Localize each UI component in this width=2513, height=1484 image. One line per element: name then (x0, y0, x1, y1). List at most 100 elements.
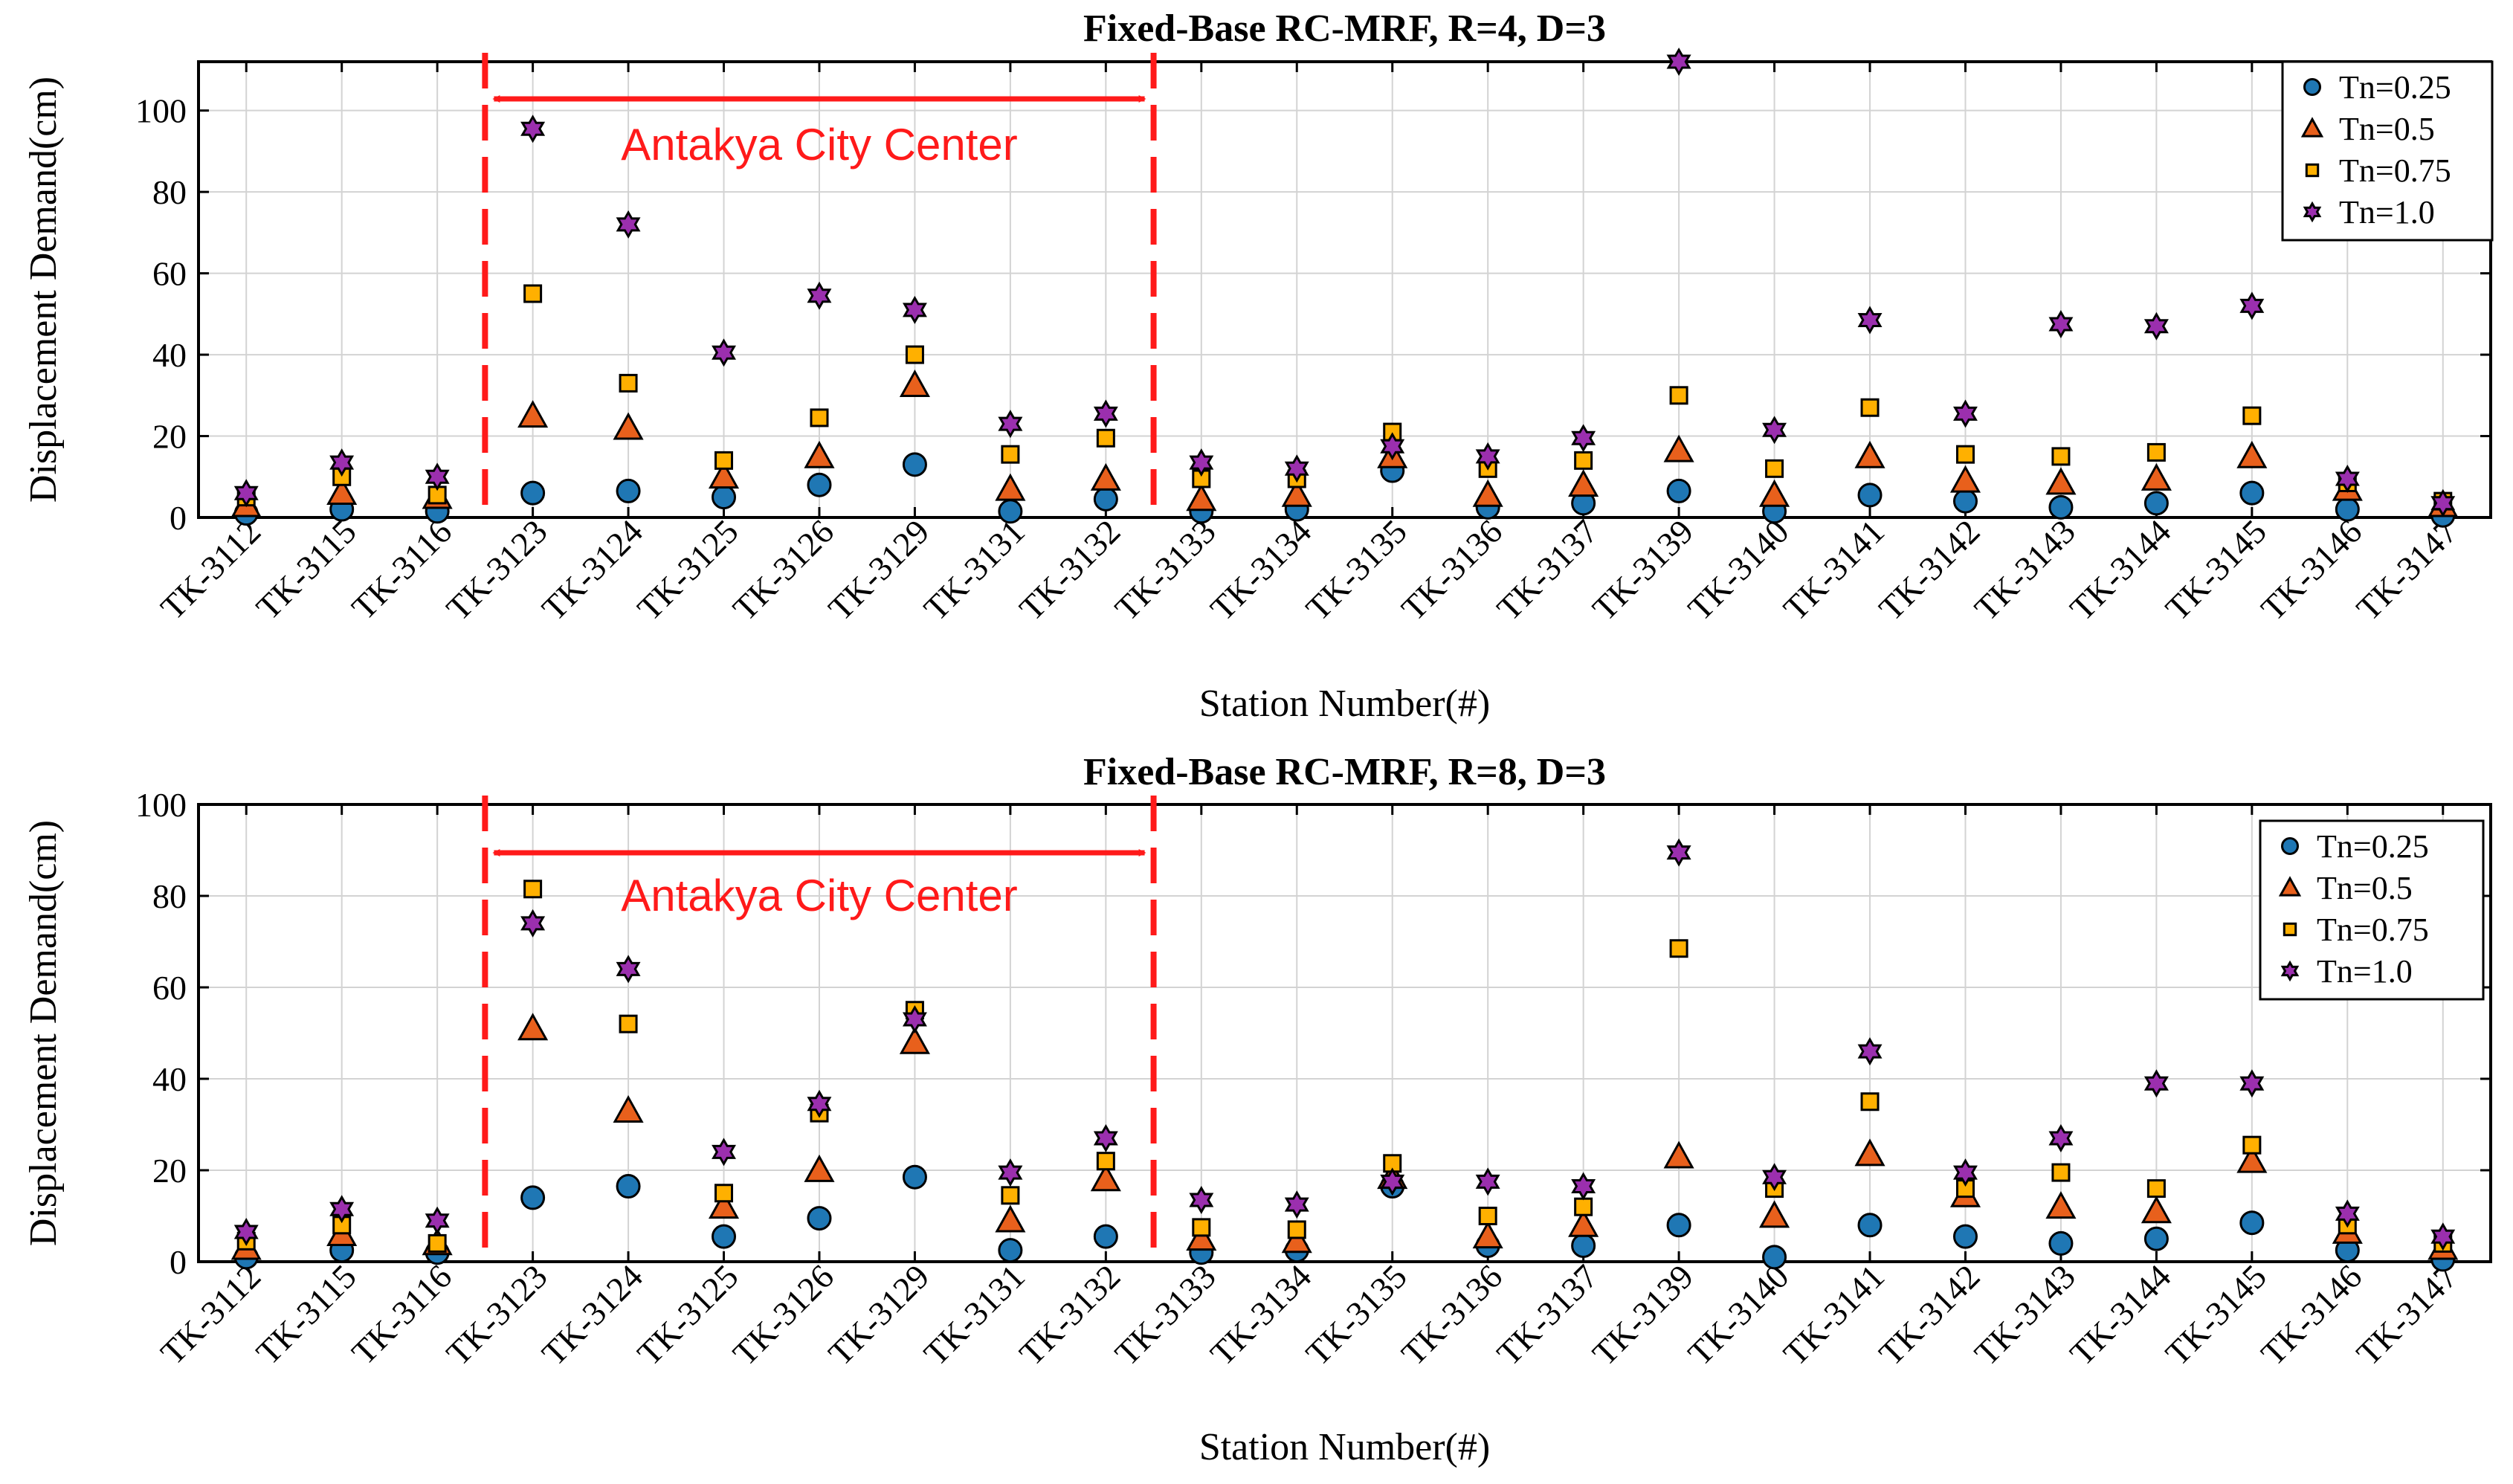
point-tn-0-75-tk-3123 (523, 284, 543, 303)
point-tn-1-0-tk-3143 (2048, 1124, 2074, 1153)
x-tick-label-tk-3131: TK-3131 (917, 1257, 1032, 1372)
point-tn-0-25-tk-3141 (1857, 483, 1883, 508)
point-tn-0-75-tk-3145 (2242, 406, 2262, 425)
point-tn-0-5-tk-3133 (1186, 483, 1217, 512)
point-tn-0-5-tk-3137 (1568, 1209, 1599, 1237)
y-axis-label: Displacement Demand(cm) (22, 820, 65, 1246)
y-tick-label: 40 (152, 336, 187, 374)
point-tn-0-5-tk-3132 (1090, 462, 1121, 491)
plot-frame (197, 803, 2492, 1263)
y-tick-label: 20 (152, 418, 187, 456)
annotation-label: Antakya City Center (621, 120, 1018, 170)
point-tn-0-25-tk-3141 (1857, 1213, 1883, 1238)
point-tn-0-5-tk-3126 (804, 1154, 835, 1182)
point-tn-1-0-tk-3142 (1953, 1158, 1978, 1187)
x-axis-label: Station Number(#) (1199, 683, 1490, 725)
point-tn-1-0-tk-3147 (2430, 488, 2456, 517)
x-tick-label-tk-3129: TK-3129 (821, 512, 936, 628)
legend-label-tn-0-75: Tn=0.75 (2317, 912, 2429, 948)
point-tn-0-5-tk-3131 (995, 1204, 1026, 1233)
point-tn-0-5-tk-3136 (1472, 1221, 1503, 1249)
point-tn-1-0-tk-3112 (233, 1217, 259, 1247)
point-tn-0-75-tk-3116 (428, 1233, 447, 1253)
x-tick-label-tk-3125: TK-3125 (630, 1257, 745, 1372)
x-tick-label-tk-3139: TK-3139 (1585, 1257, 1700, 1372)
point-tn-0-25-tk-3124 (616, 478, 641, 503)
point-tn-0-5-tk-3143 (2045, 1191, 2077, 1219)
point-tn-1-0-tk-3129 (902, 1004, 927, 1033)
point-tn-0-75-tk-3129 (905, 345, 924, 364)
point-tn-1-0-tk-3139 (1666, 838, 1691, 867)
point-tn-1-0-tk-3124 (616, 955, 641, 984)
x-tick-label-tk-3143: TK-3143 (1967, 1257, 2083, 1372)
annotation-city-center: Antakya City Center (482, 53, 1157, 517)
point-tn-0-5-tk-3145 (2236, 440, 2268, 468)
annotation-city-center: Antakya City Center (482, 796, 1157, 1262)
y-axis-label: Displacement Demand(cm) (22, 77, 65, 503)
x-tick-label-tk-3131: TK-3131 (917, 512, 1032, 628)
point-tn-0-75-tk-3124 (619, 1014, 638, 1033)
series-tn-0-5 (230, 1013, 2459, 1260)
point-tn-0-25-tk-3126 (807, 472, 832, 497)
point-tn-0-25-tk-3144 (2143, 491, 2169, 516)
point-tn-0-5-tk-3131 (995, 473, 1026, 501)
point-tn-0-75-tk-3141 (1860, 398, 1880, 417)
x-tick-label-tk-3146: TK-3146 (2254, 512, 2369, 628)
point-tn-0-25-tk-3139 (1666, 478, 1691, 503)
x-tick-label-tk-3115: TK-3115 (249, 1257, 364, 1372)
point-tn-0-75-tk-3134 (1287, 1220, 1306, 1239)
grid-lines (199, 62, 2491, 518)
point-tn-1-0-tk-3144 (2143, 1069, 2169, 1098)
point-tn-1-0-tk-3115 (329, 1195, 355, 1224)
point-tn-0-75-tk-3140 (1765, 459, 1784, 478)
legend-label-tn-1-0: Tn=1.0 (2339, 194, 2435, 230)
x-tick-label-tk-3145: TK-3145 (2158, 1257, 2274, 1372)
x-tick-label-tk-3123: TK-3123 (439, 1257, 554, 1372)
point-tn-1-0-tk-3143 (2048, 310, 2074, 338)
chart-title: Fixed-Base RC-MRF, R=4, D=3 (1083, 7, 1606, 50)
x-axis: TK-3112TK-3115TK-3116TK-3123TK-3124TK-31… (153, 62, 2465, 628)
x-tick-label-tk-3147: TK-3147 (2349, 1257, 2465, 1372)
point-tn-1-0-tk-3116 (425, 462, 450, 491)
x-tick-label-tk-3116: TK-3116 (344, 512, 459, 627)
x-tick-label-tk-3133: TK-3133 (1108, 512, 1223, 628)
point-tn-1-0-tk-3145 (2239, 1069, 2265, 1098)
x-tick-label-tk-3136: TK-3136 (1394, 1257, 1509, 1372)
point-tn-1-0-tk-3135 (1380, 432, 1405, 461)
point-tn-1-0-tk-3125 (712, 338, 736, 367)
y-tick-label: 20 (152, 1152, 187, 1190)
point-tn-0-25-tk-3143 (2048, 494, 2074, 520)
x-tick-label-tk-3136: TK-3136 (1394, 512, 1509, 628)
point-tn-0-75-tk-3132 (1096, 1152, 1115, 1171)
x-axis-label: Station Number(#) (1199, 1426, 1490, 1468)
y-tick-label: 80 (152, 877, 187, 915)
point-tn-0-25-tk-3125 (712, 485, 737, 510)
point-tn-0-75-tk-3141 (1860, 1092, 1880, 1112)
legend-label-tn-0-5: Tn=0.5 (2339, 111, 2435, 147)
chart-panel-r8: 0 20 40 60 80 100TK-3112TK-3115TK-3116TK-3123… (22, 751, 2492, 1468)
point-tn-1-0-tk-3126 (807, 281, 832, 310)
chart-title: Fixed-Base RC-MRF, R=8, D=3 (1083, 751, 1606, 793)
point-tn-0-5-tk-3142 (1949, 465, 1981, 493)
series-tn-1-0 (233, 838, 2456, 1251)
x-tick-label-tk-3123: TK-3123 (439, 512, 554, 628)
legend-label-tn-0-5: Tn=0.5 (2317, 870, 2413, 906)
x-tick-label-tk-3115: TK-3115 (249, 512, 364, 627)
point-tn-0-25-tk-3137 (1571, 1233, 1596, 1258)
series-tn-1-0 (233, 47, 2456, 517)
point-tn-0-5-tk-3141 (1854, 1138, 1885, 1167)
point-tn-0-25-tk-3129 (902, 1164, 927, 1190)
point-tn-0-5-tk-3134 (1281, 1225, 1312, 1254)
point-tn-1-0-tk-3146 (2335, 1199, 2360, 1228)
point-tn-0-5-tk-3124 (613, 1094, 644, 1123)
legend: Tn=0.25 Tn=0.5 Tn=0.75 Tn=1.0 (2259, 819, 2485, 1001)
x-tick-label-tk-3147: TK-3147 (2349, 512, 2465, 628)
point-tn-0-75-tk-3131 (1001, 445, 1020, 464)
point-tn-0-25-tk-3145 (2239, 1210, 2265, 1236)
point-tn-0-5-tk-3145 (2236, 1145, 2268, 1173)
point-tn-0-25-tk-3144 (2143, 1226, 2169, 1251)
point-tn-0-5-tk-3132 (1090, 1164, 1121, 1192)
x-tick-label-tk-3140: TK-3140 (1680, 512, 1796, 628)
legend-marker-tn-1-0 (2280, 960, 2300, 982)
point-tn-1-0-tk-3141 (1857, 1037, 1883, 1066)
